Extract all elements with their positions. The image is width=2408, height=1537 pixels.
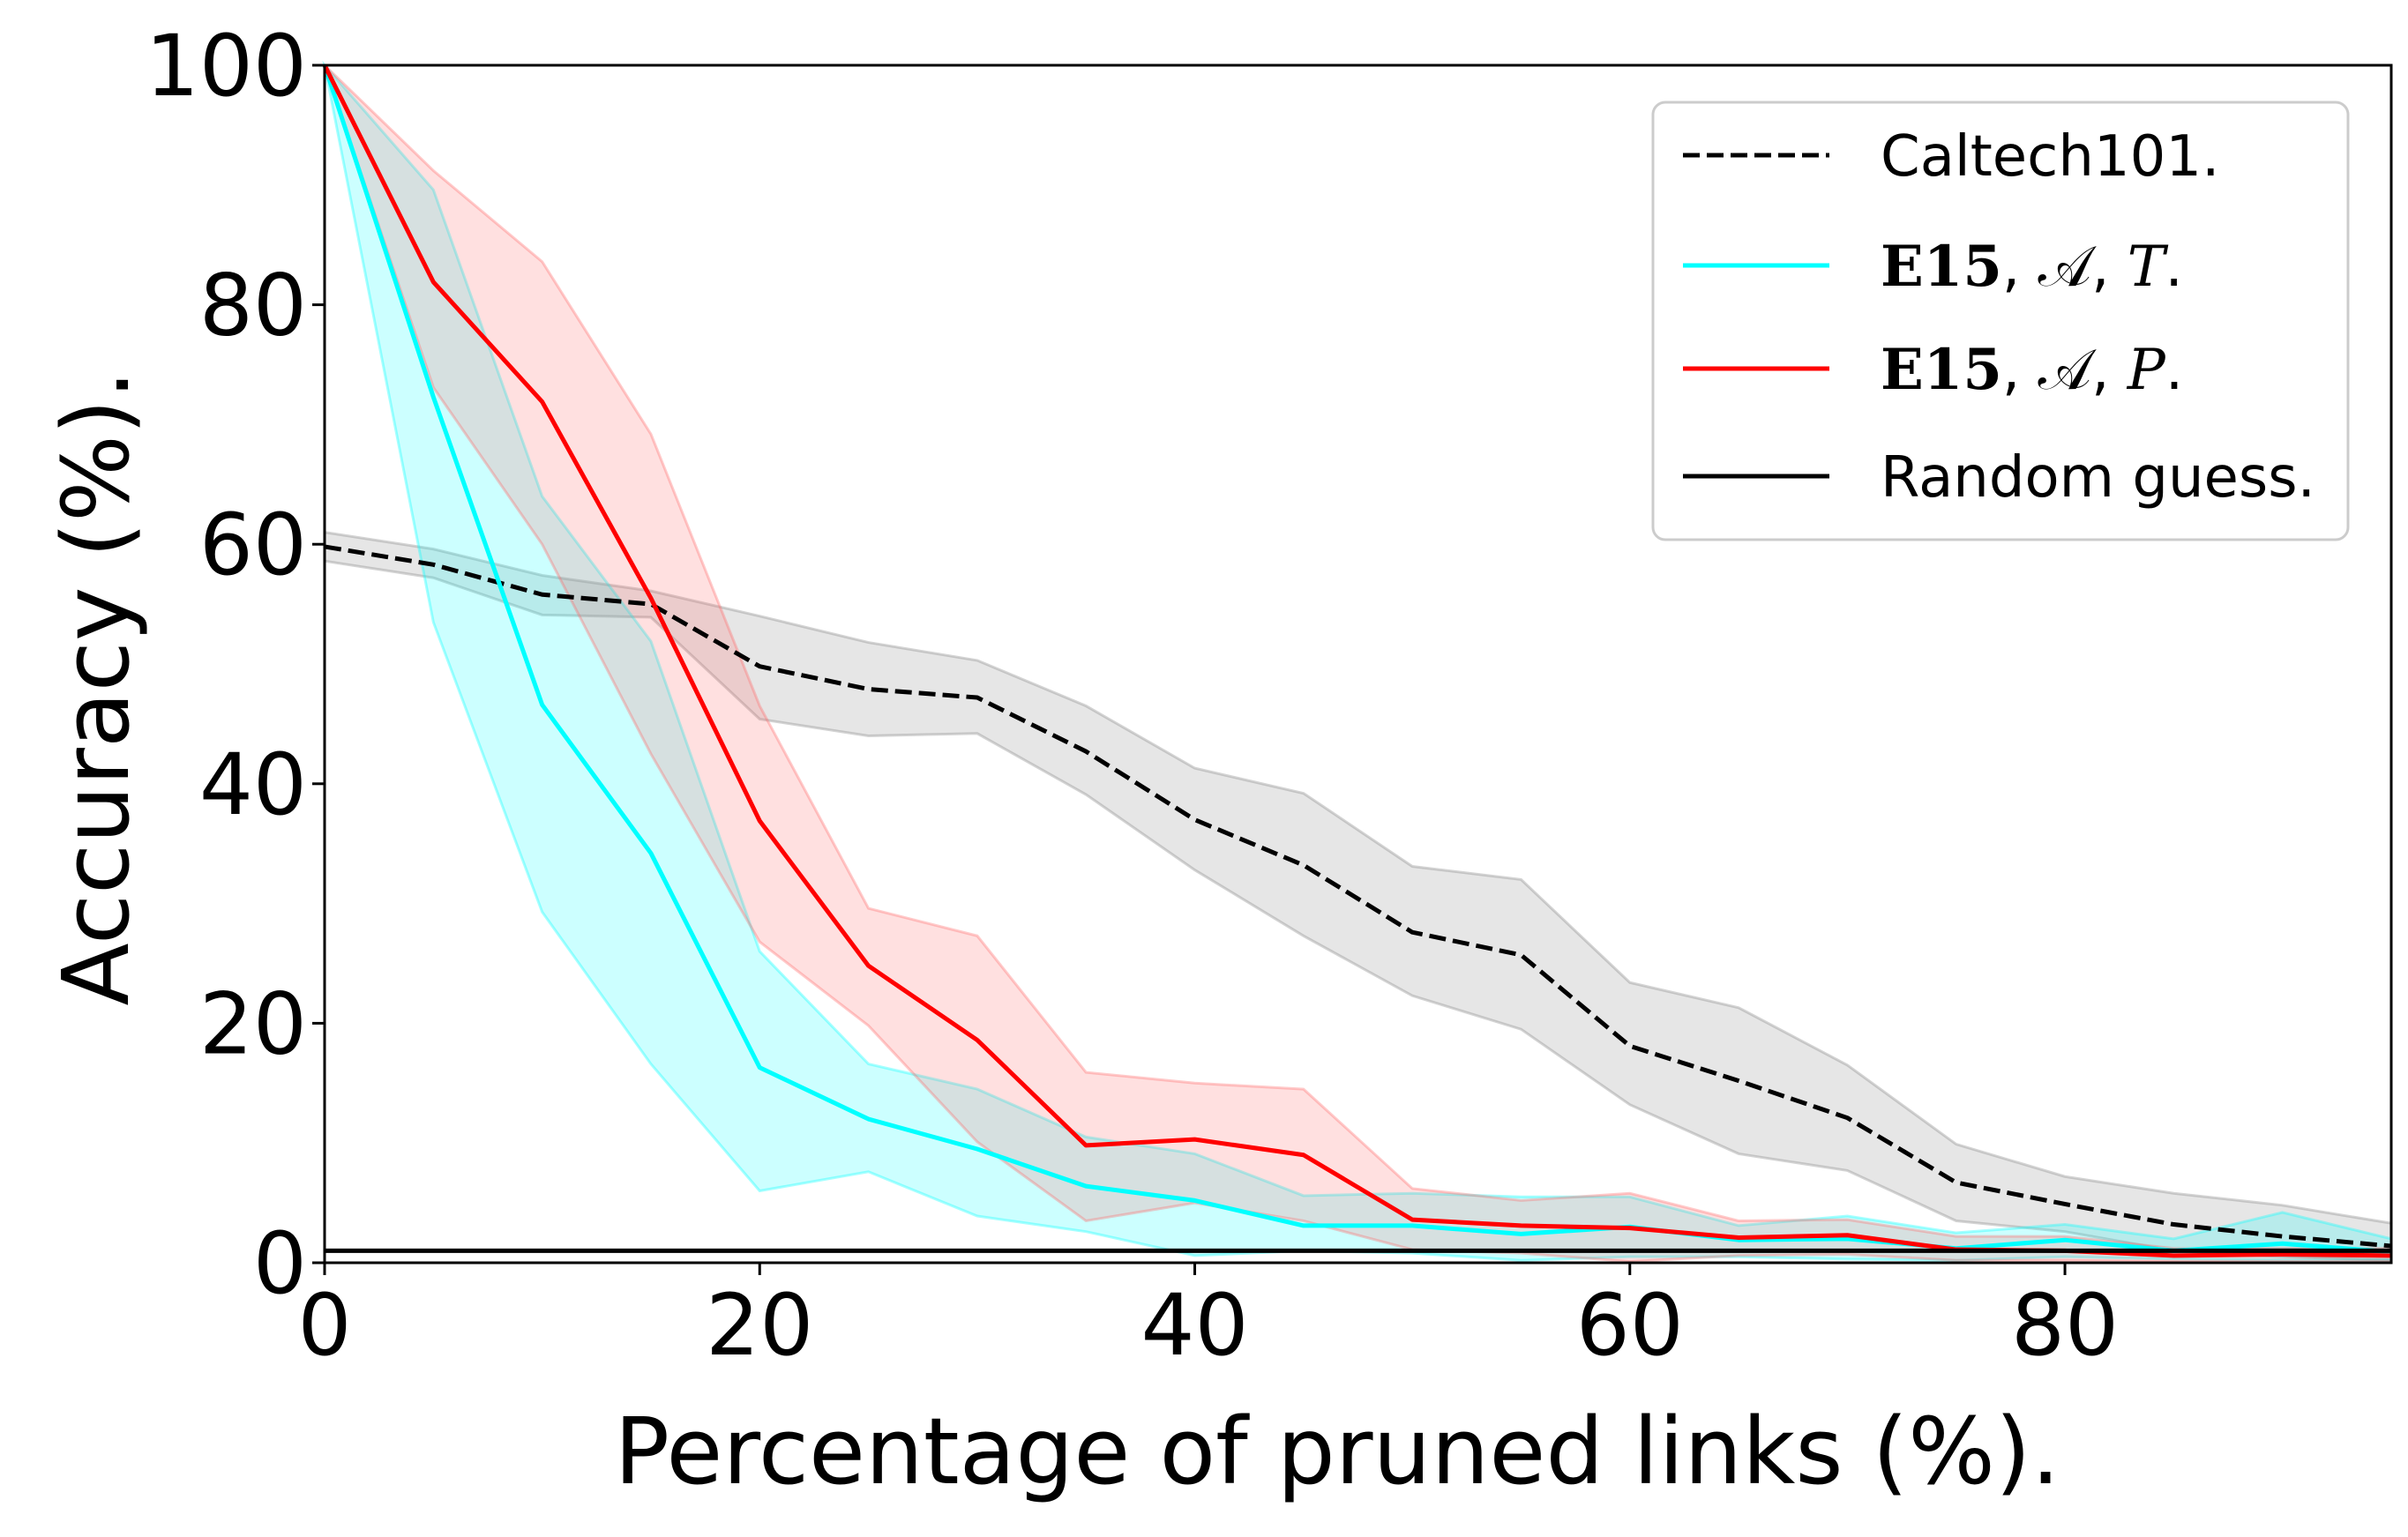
plot-frame — [323, 63, 2393, 1265]
y-axis-label: Accuracy (%). — [42, 370, 150, 1006]
x-tick-label: 40 — [1140, 1276, 1248, 1375]
x-tick-label: 0 — [297, 1276, 351, 1375]
legend-label-e15-t-rest: , 𝒜, — [2002, 235, 2128, 300]
x-axis-ticks: 0 20 40 60 80 — [297, 1263, 2119, 1375]
legend-box — [1651, 101, 2350, 541]
line-e15-t — [322, 64, 2392, 1255]
y-tick-label: 40 — [199, 735, 307, 834]
legend-label-e15-t-end: . — [2165, 235, 2182, 300]
legend-label-caltech101: Caltech101. — [1881, 124, 2219, 190]
legend-label-e15-p-bold: E15 — [1881, 337, 2002, 403]
y-tick-label: 80 — [199, 257, 307, 355]
legend-label-e15-p-end: . — [2165, 338, 2183, 403]
legend: Caltech101. E15, 𝒜, T. E15, 𝒜, P. Random… — [1651, 101, 2350, 541]
y-tick-label: 0 — [253, 1214, 307, 1313]
y-axis-ticks: 0 20 40 60 80 100 — [146, 17, 325, 1313]
legend-label-random-guess: Random guess. — [1881, 445, 2315, 511]
x-tick-label: 20 — [706, 1276, 813, 1375]
legend-label-e15-p-ital: P — [2127, 338, 2166, 403]
legend-label-e15-p: E15, 𝒜, P. — [1881, 337, 2183, 403]
series-lines — [322, 63, 2392, 1258]
legend-label-e15-t-ital: T — [2128, 235, 2169, 300]
legend-label-e15-t: E15, 𝒜, T. — [1881, 234, 2183, 300]
x-tick-label: 60 — [1576, 1276, 1684, 1375]
legend-label-e15-p-rest: , 𝒜, — [2002, 338, 2128, 403]
x-axis-label: Percentage of pruned links (%). — [614, 1398, 2060, 1505]
x-tick-label: 80 — [2011, 1276, 2119, 1375]
plot-border — [323, 63, 2393, 1265]
y-tick-label: 20 — [199, 974, 307, 1073]
legend-label-e15-t-bold: E15 — [1881, 234, 2002, 300]
line-caltech101 — [324, 544, 2392, 1249]
y-tick-label: 100 — [146, 17, 307, 116]
y-tick-label: 60 — [199, 496, 307, 594]
